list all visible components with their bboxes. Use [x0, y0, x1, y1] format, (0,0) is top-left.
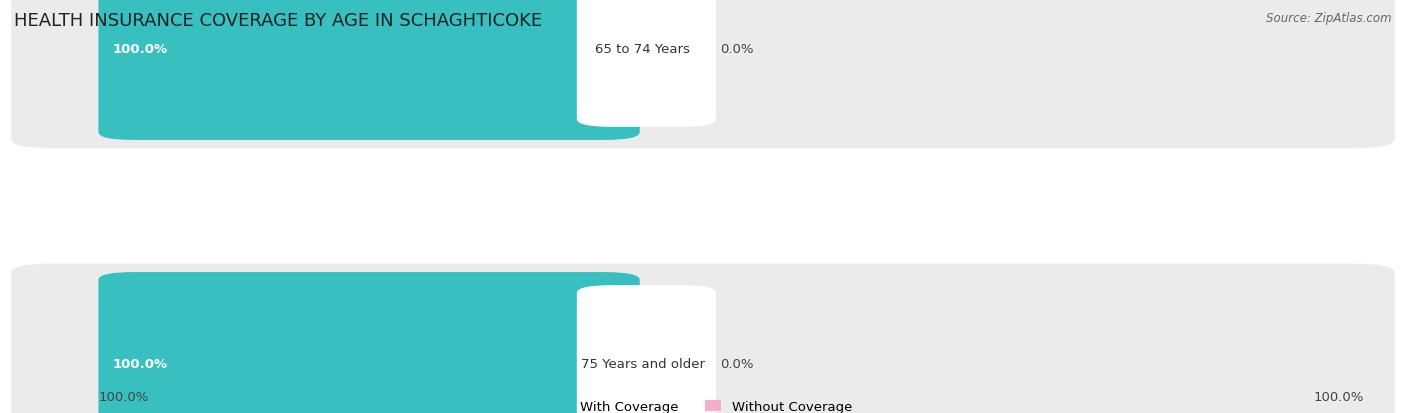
Text: 100.0%: 100.0%: [98, 390, 149, 403]
FancyBboxPatch shape: [576, 0, 716, 128]
Text: 0.0%: 0.0%: [720, 357, 754, 370]
Text: HEALTH INSURANCE COVERAGE BY AGE IN SCHAGHTICOKE: HEALTH INSURANCE COVERAGE BY AGE IN SCHA…: [14, 12, 543, 30]
FancyBboxPatch shape: [576, 285, 716, 413]
Text: 100.0%: 100.0%: [112, 43, 167, 56]
Text: 65 to 74 Years: 65 to 74 Years: [595, 43, 690, 56]
FancyBboxPatch shape: [98, 273, 640, 413]
FancyBboxPatch shape: [11, 264, 1395, 413]
Text: Source: ZipAtlas.com: Source: ZipAtlas.com: [1267, 12, 1392, 25]
Text: 100.0%: 100.0%: [1313, 390, 1364, 403]
FancyBboxPatch shape: [98, 0, 640, 140]
Legend: With Coverage, Without Coverage: With Coverage, Without Coverage: [554, 400, 852, 413]
Text: 100.0%: 100.0%: [112, 357, 167, 370]
Text: 0.0%: 0.0%: [720, 43, 754, 56]
Text: 75 Years and older: 75 Years and older: [581, 357, 704, 370]
FancyBboxPatch shape: [11, 0, 1395, 149]
